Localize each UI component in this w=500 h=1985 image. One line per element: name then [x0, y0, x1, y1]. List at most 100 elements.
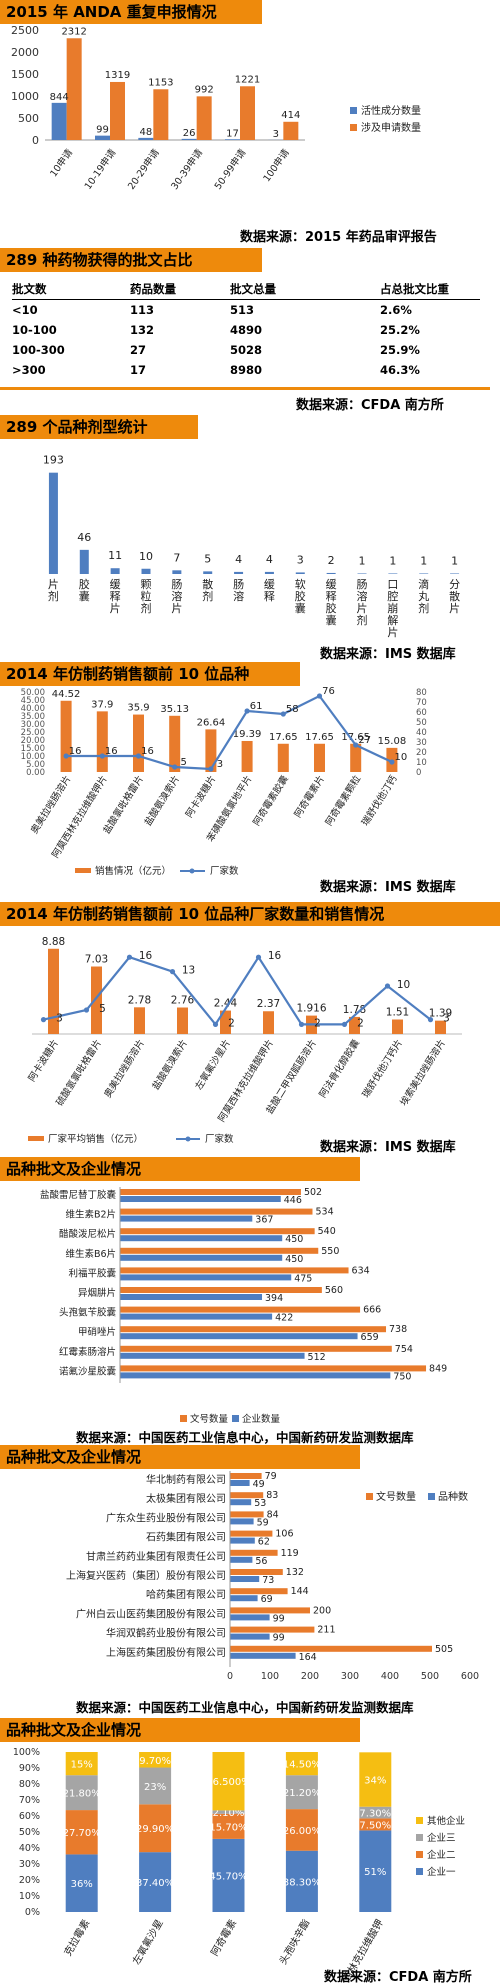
y-tick-label: 10%: [19, 1891, 40, 1902]
table-cell: 113: [130, 300, 230, 321]
bar-dosage-form: [265, 572, 274, 574]
x-tick-label: 阿卡波糖片: [183, 773, 218, 820]
data-label: 3: [217, 759, 223, 770]
bar-approval-count: [120, 1326, 386, 1332]
line-point: [213, 1022, 218, 1027]
data-label: 1: [420, 554, 427, 567]
data-label: 666: [363, 1305, 381, 1316]
data-label: 99: [96, 125, 109, 136]
bar-applications: [110, 82, 125, 140]
y-tick-label: 2500: [11, 24, 39, 37]
data-label: 634: [352, 1265, 370, 1276]
data-label: 15.70%: [209, 1822, 247, 1833]
x-tick-label: 瑞舒伐他汀钙: [359, 773, 400, 828]
bar-avg-sales: [91, 967, 102, 1034]
table-cell: >300: [12, 360, 130, 380]
legend-swatch: [416, 1834, 423, 1841]
bar-sales: [61, 701, 72, 772]
table-cell: 17: [130, 360, 230, 380]
data-label: 46: [77, 531, 91, 544]
source-note: 数据来源：CFDA 南方所: [324, 1966, 472, 1985]
data-label: 193: [43, 454, 64, 467]
data-label: 10: [395, 752, 408, 763]
y-tick-label: 华润双鹤药业股份有限公司: [106, 1627, 226, 1640]
y2-tick-label: 80: [416, 688, 427, 698]
legend-swatch: [75, 868, 91, 873]
x-tick-label: 左氧氟沙星片: [193, 1037, 233, 1092]
y2-tick-label: 0: [416, 768, 421, 778]
data-label: 475: [294, 1273, 312, 1284]
data-label: 79: [265, 1471, 277, 1482]
section-header: 289 个品种剂型统计: [0, 415, 198, 439]
data-label: 10: [397, 979, 410, 991]
data-label: 2.76: [171, 995, 195, 1007]
table-cell: 5028: [230, 340, 380, 360]
line-point: [172, 764, 177, 769]
data-label: 99: [273, 1633, 285, 1644]
data-label: 5: [181, 757, 187, 768]
x-tick-label: 埃索美拉唑肠溶片: [398, 1037, 448, 1108]
x-tick-label: 阿法骨化醇胶囊: [317, 1037, 363, 1100]
bar-variety-count: [230, 1614, 270, 1620]
bar-sales: [278, 744, 289, 772]
legend-swatch: [180, 1415, 187, 1422]
y-tick-label: 70%: [19, 1795, 40, 1806]
data-label: 4: [266, 553, 273, 566]
bar-variety-count: [230, 1634, 270, 1640]
x-tick-label: 滴丸剂: [418, 577, 429, 615]
data-label: 34%: [364, 1776, 386, 1787]
x-tick-label: 20-29申请: [125, 146, 162, 191]
data-label: 51%: [364, 1867, 386, 1878]
bar-active-ingredients: [225, 139, 240, 140]
table-header: 批文总量: [230, 279, 380, 300]
bar-sales: [169, 716, 180, 772]
section-title: 2014 年仿制药销售额前 10 位品种: [6, 662, 249, 686]
source-note: 数据来源：IMS 数据库: [320, 1136, 456, 1155]
x-tick-label: 软胶囊: [295, 577, 306, 615]
y-tick-label: 上海复兴医药（集团）股份有限公司: [66, 1569, 226, 1582]
bar-approval-count: [120, 1209, 312, 1215]
bar-dosage-form: [111, 568, 120, 574]
data-label: 27: [358, 735, 371, 746]
bar-dosage-form: [358, 573, 367, 574]
line-point: [299, 1022, 304, 1027]
y-tick-label: 维生素B2片: [65, 1209, 116, 1221]
data-label: 49: [253, 1479, 265, 1490]
data-label: 36%: [71, 1879, 93, 1890]
data-label: 844: [50, 92, 69, 103]
data-label: 26.00%: [283, 1826, 321, 1837]
bar-avg-sales: [134, 1007, 145, 1034]
line-point: [41, 1017, 46, 1022]
legend-swatch: [350, 124, 357, 131]
bar-applications: [283, 122, 298, 140]
x-tick-label: 分散片: [449, 578, 460, 615]
data-label: 2312: [61, 26, 86, 37]
x-tick-label: 口腔崩解片: [387, 578, 398, 639]
data-label: 1221: [235, 74, 260, 85]
source-note: 数据来源：中国医药工业信息中心，中国新药研发监测数据库: [76, 1697, 414, 1716]
data-label: 502: [304, 1187, 322, 1198]
bar-approval-count: [230, 1588, 288, 1594]
y-tick-label: 广州白云山医药集团股份有限公司: [76, 1607, 226, 1620]
y-tick-label: 60%: [19, 1811, 40, 1822]
data-label: 26.64: [197, 717, 226, 728]
table-cell: 25.2%: [380, 320, 480, 340]
y-tick-label: 甘肃兰药药业集团有限责任公司: [86, 1550, 226, 1563]
data-label: 35.13: [160, 704, 189, 715]
table-cell: 132: [130, 320, 230, 340]
data-label: 35.9: [127, 703, 149, 714]
x-tick-label: 500: [421, 1671, 439, 1682]
x-tick-label: 肠溶片: [171, 578, 182, 615]
table-header: 占总批文比重: [380, 279, 480, 300]
y-tick-label: 50%: [19, 1827, 40, 1838]
bar-variety-count: [230, 1653, 296, 1659]
data-label: 2.37: [257, 998, 280, 1010]
data-label: 2.78: [128, 994, 151, 1006]
x-tick-label: 缓释片: [110, 578, 121, 615]
legend-swatch: [416, 1817, 423, 1824]
bar-approval-count: [230, 1607, 310, 1613]
bar-active-ingredients: [52, 103, 67, 140]
x-tick-label: 颗粒剂: [141, 578, 152, 615]
x-tick-label: 100申请: [261, 146, 292, 184]
